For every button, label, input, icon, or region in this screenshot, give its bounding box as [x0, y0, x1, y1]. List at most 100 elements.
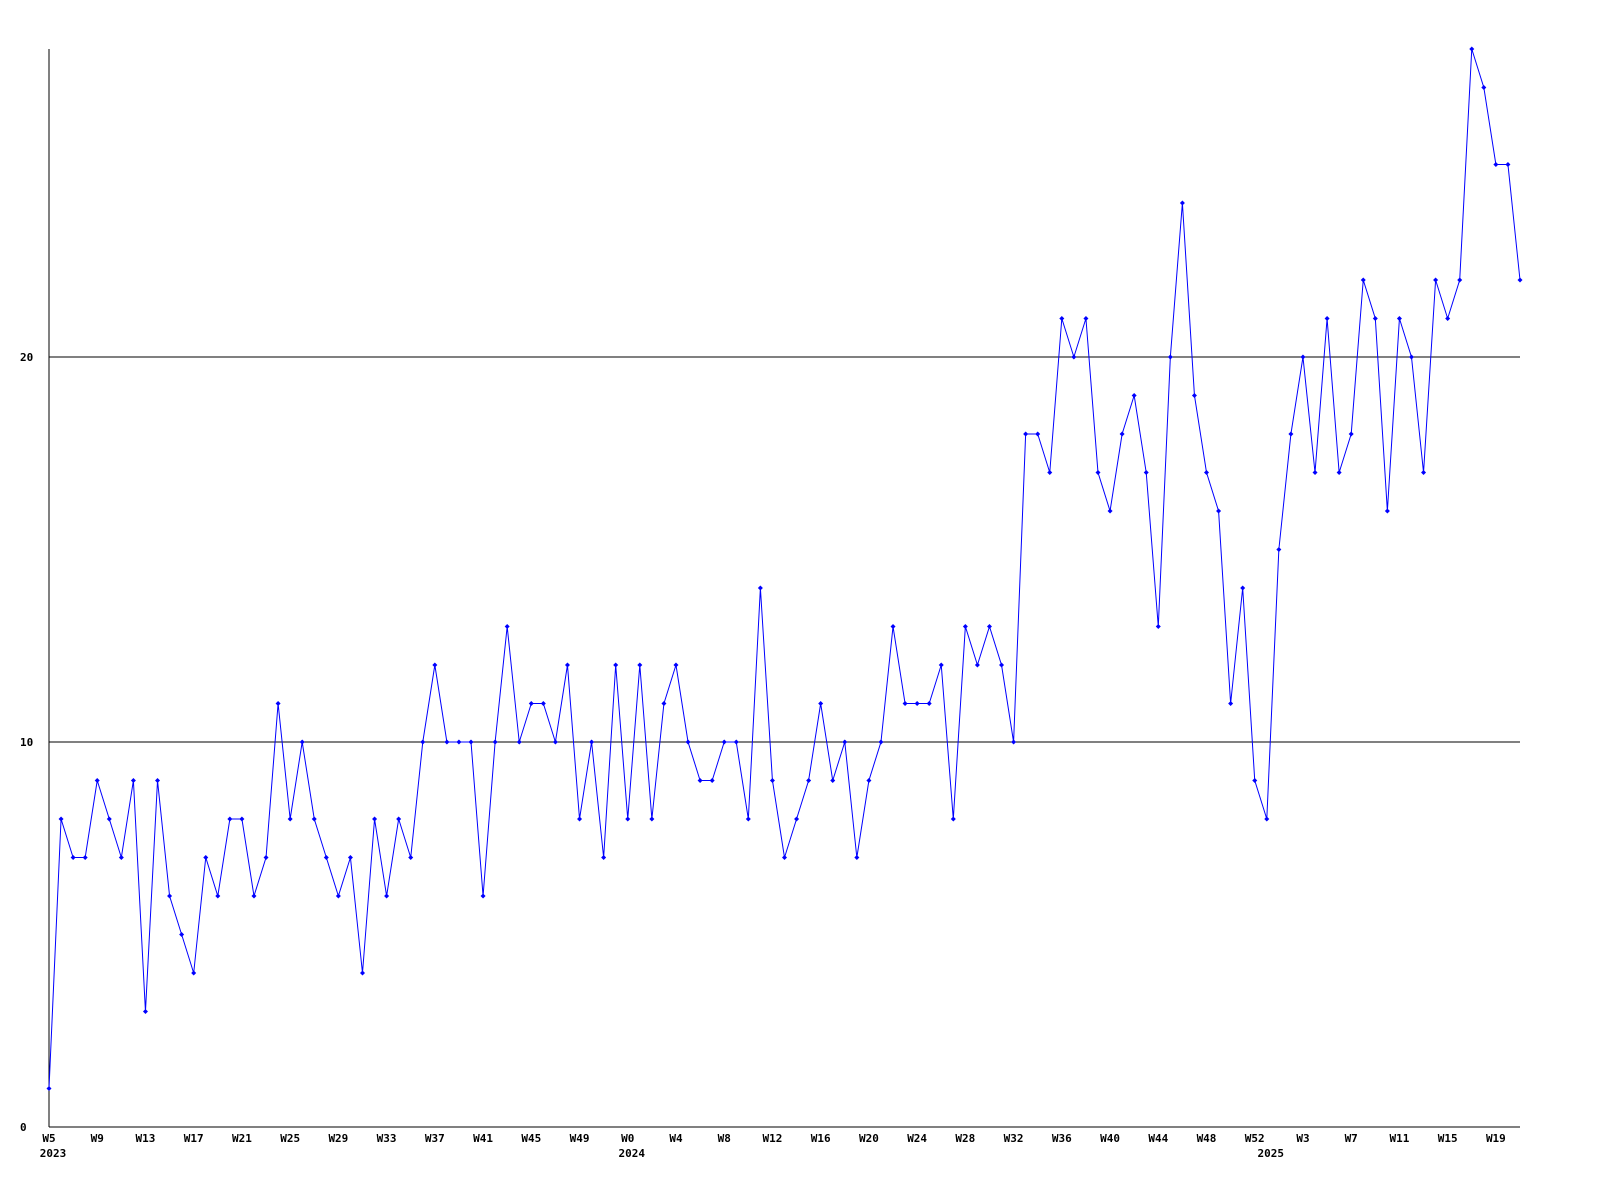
x-tick-label: W24 — [907, 1132, 927, 1145]
data-point — [661, 701, 667, 706]
data-point — [733, 739, 739, 745]
data-point — [806, 778, 812, 783]
data-point — [697, 778, 703, 783]
data-point — [372, 816, 378, 822]
x-tick-label: W44 — [1148, 1132, 1168, 1145]
data-point — [335, 893, 341, 899]
data-point — [311, 816, 317, 822]
data-point — [745, 816, 751, 822]
data-point — [1348, 431, 1354, 437]
data-point — [757, 585, 763, 591]
data-point — [227, 816, 233, 822]
data-point — [1216, 508, 1222, 514]
x-tick-label: W5 — [42, 1132, 55, 1145]
data-point — [685, 739, 691, 745]
data-point — [1505, 162, 1511, 167]
x-tick-label: W45 — [521, 1132, 541, 1145]
data-point — [58, 816, 64, 822]
x-tick-label: W4 — [669, 1132, 683, 1145]
data-point — [432, 662, 438, 668]
data-point — [492, 739, 498, 745]
data-point — [263, 855, 269, 860]
data-point — [46, 1086, 52, 1091]
data-point — [528, 701, 534, 706]
x-tick-label: W20 — [859, 1132, 879, 1145]
data-point — [82, 855, 88, 860]
data-point — [504, 624, 510, 629]
x-tick-label: W7 — [1345, 1132, 1358, 1145]
data-point — [516, 739, 522, 745]
x-tick-label: W32 — [1004, 1132, 1024, 1145]
x-tick-label: W8 — [718, 1132, 731, 1145]
data-point — [1252, 778, 1258, 783]
data-point — [818, 701, 824, 706]
x-tick-label: W13 — [136, 1132, 156, 1145]
data-point — [118, 855, 124, 860]
data-line — [48, 48, 1521, 1089]
data-point — [999, 662, 1005, 668]
data-point — [540, 701, 546, 706]
data-point — [769, 778, 775, 783]
data-point — [1155, 624, 1161, 629]
data-point — [902, 701, 908, 706]
x-tick-label: W37 — [425, 1132, 445, 1145]
x-tick-label: W3 — [1296, 1132, 1309, 1145]
data-point — [1408, 354, 1414, 360]
x-tick-label: W21 — [232, 1132, 252, 1145]
data-point — [480, 893, 486, 899]
data-point — [1421, 470, 1427, 475]
data-point — [721, 739, 727, 745]
data-point — [347, 855, 353, 860]
data-point — [830, 778, 836, 783]
data-point — [1035, 431, 1041, 437]
x-tick-label: W52 — [1245, 1132, 1265, 1145]
data-point — [130, 778, 136, 783]
data-point — [299, 739, 305, 745]
x-tick-label: W25 — [280, 1132, 300, 1145]
data-point — [155, 778, 161, 783]
data-point — [1228, 701, 1234, 706]
y-tick-label: 0 — [20, 1121, 27, 1134]
data-point — [1191, 393, 1197, 398]
x-tick-label: W33 — [377, 1132, 397, 1145]
data-point — [601, 855, 607, 860]
data-point — [203, 855, 209, 860]
data-point — [1095, 470, 1101, 475]
data-point — [890, 624, 896, 629]
data-point — [950, 816, 956, 822]
data-point — [782, 855, 787, 860]
data-point — [1167, 354, 1173, 360]
data-point — [167, 893, 173, 899]
data-point — [938, 662, 944, 668]
x-tick-label: W19 — [1486, 1132, 1506, 1145]
data-point — [142, 1009, 148, 1014]
x-tick-label: W28 — [955, 1132, 975, 1145]
data-point — [468, 739, 474, 745]
x-tick-label: W15 — [1438, 1132, 1458, 1145]
data-point — [251, 893, 257, 899]
data-point — [1493, 162, 1499, 167]
x-tick-label: W11 — [1389, 1132, 1409, 1145]
data-point — [1433, 277, 1439, 283]
data-point — [1517, 277, 1523, 283]
data-point — [1047, 470, 1053, 475]
data-point — [323, 855, 329, 860]
data-point — [359, 970, 365, 976]
data-point — [1179, 200, 1185, 206]
data-point — [396, 816, 402, 822]
data-point — [1240, 585, 1246, 591]
data-point — [179, 932, 185, 937]
data-point — [1059, 316, 1065, 321]
data-point — [1312, 470, 1318, 475]
data-point — [1023, 431, 1029, 437]
x-tick-label: W41 — [473, 1132, 493, 1145]
x-tick-label: W40 — [1100, 1132, 1120, 1145]
data-point — [215, 893, 221, 899]
data-point — [106, 816, 112, 822]
data-point — [794, 816, 800, 822]
x-group-label: 2024 — [619, 1147, 646, 1160]
data-point — [1300, 354, 1306, 360]
data-point — [444, 739, 450, 745]
data-point — [625, 816, 631, 822]
